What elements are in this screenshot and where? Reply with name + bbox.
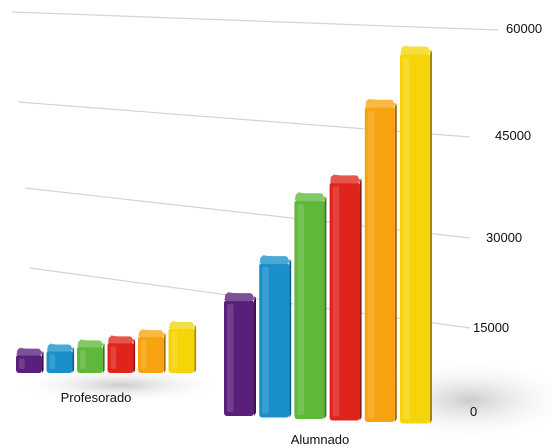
bar — [294, 192, 326, 419]
bar — [138, 329, 166, 373]
category-label: Alumnado — [291, 432, 350, 447]
y-tick-label: 15000 — [473, 320, 509, 335]
y-tick-label: 0 — [470, 404, 477, 419]
gridline — [12, 12, 498, 30]
category-label: Profesorado — [61, 390, 132, 405]
bar — [108, 335, 136, 373]
bar — [16, 348, 44, 373]
bar — [224, 292, 256, 416]
bar — [77, 339, 105, 373]
bar — [365, 99, 397, 422]
bar — [259, 255, 291, 417]
bar — [400, 46, 432, 424]
bars — [16, 46, 432, 424]
y-tick-label: 30000 — [486, 230, 522, 245]
bar — [330, 174, 362, 420]
y-tick-label: 45000 — [495, 128, 531, 143]
y-tick-label: 60000 — [506, 21, 542, 36]
bar — [47, 344, 75, 374]
bar — [169, 321, 197, 373]
